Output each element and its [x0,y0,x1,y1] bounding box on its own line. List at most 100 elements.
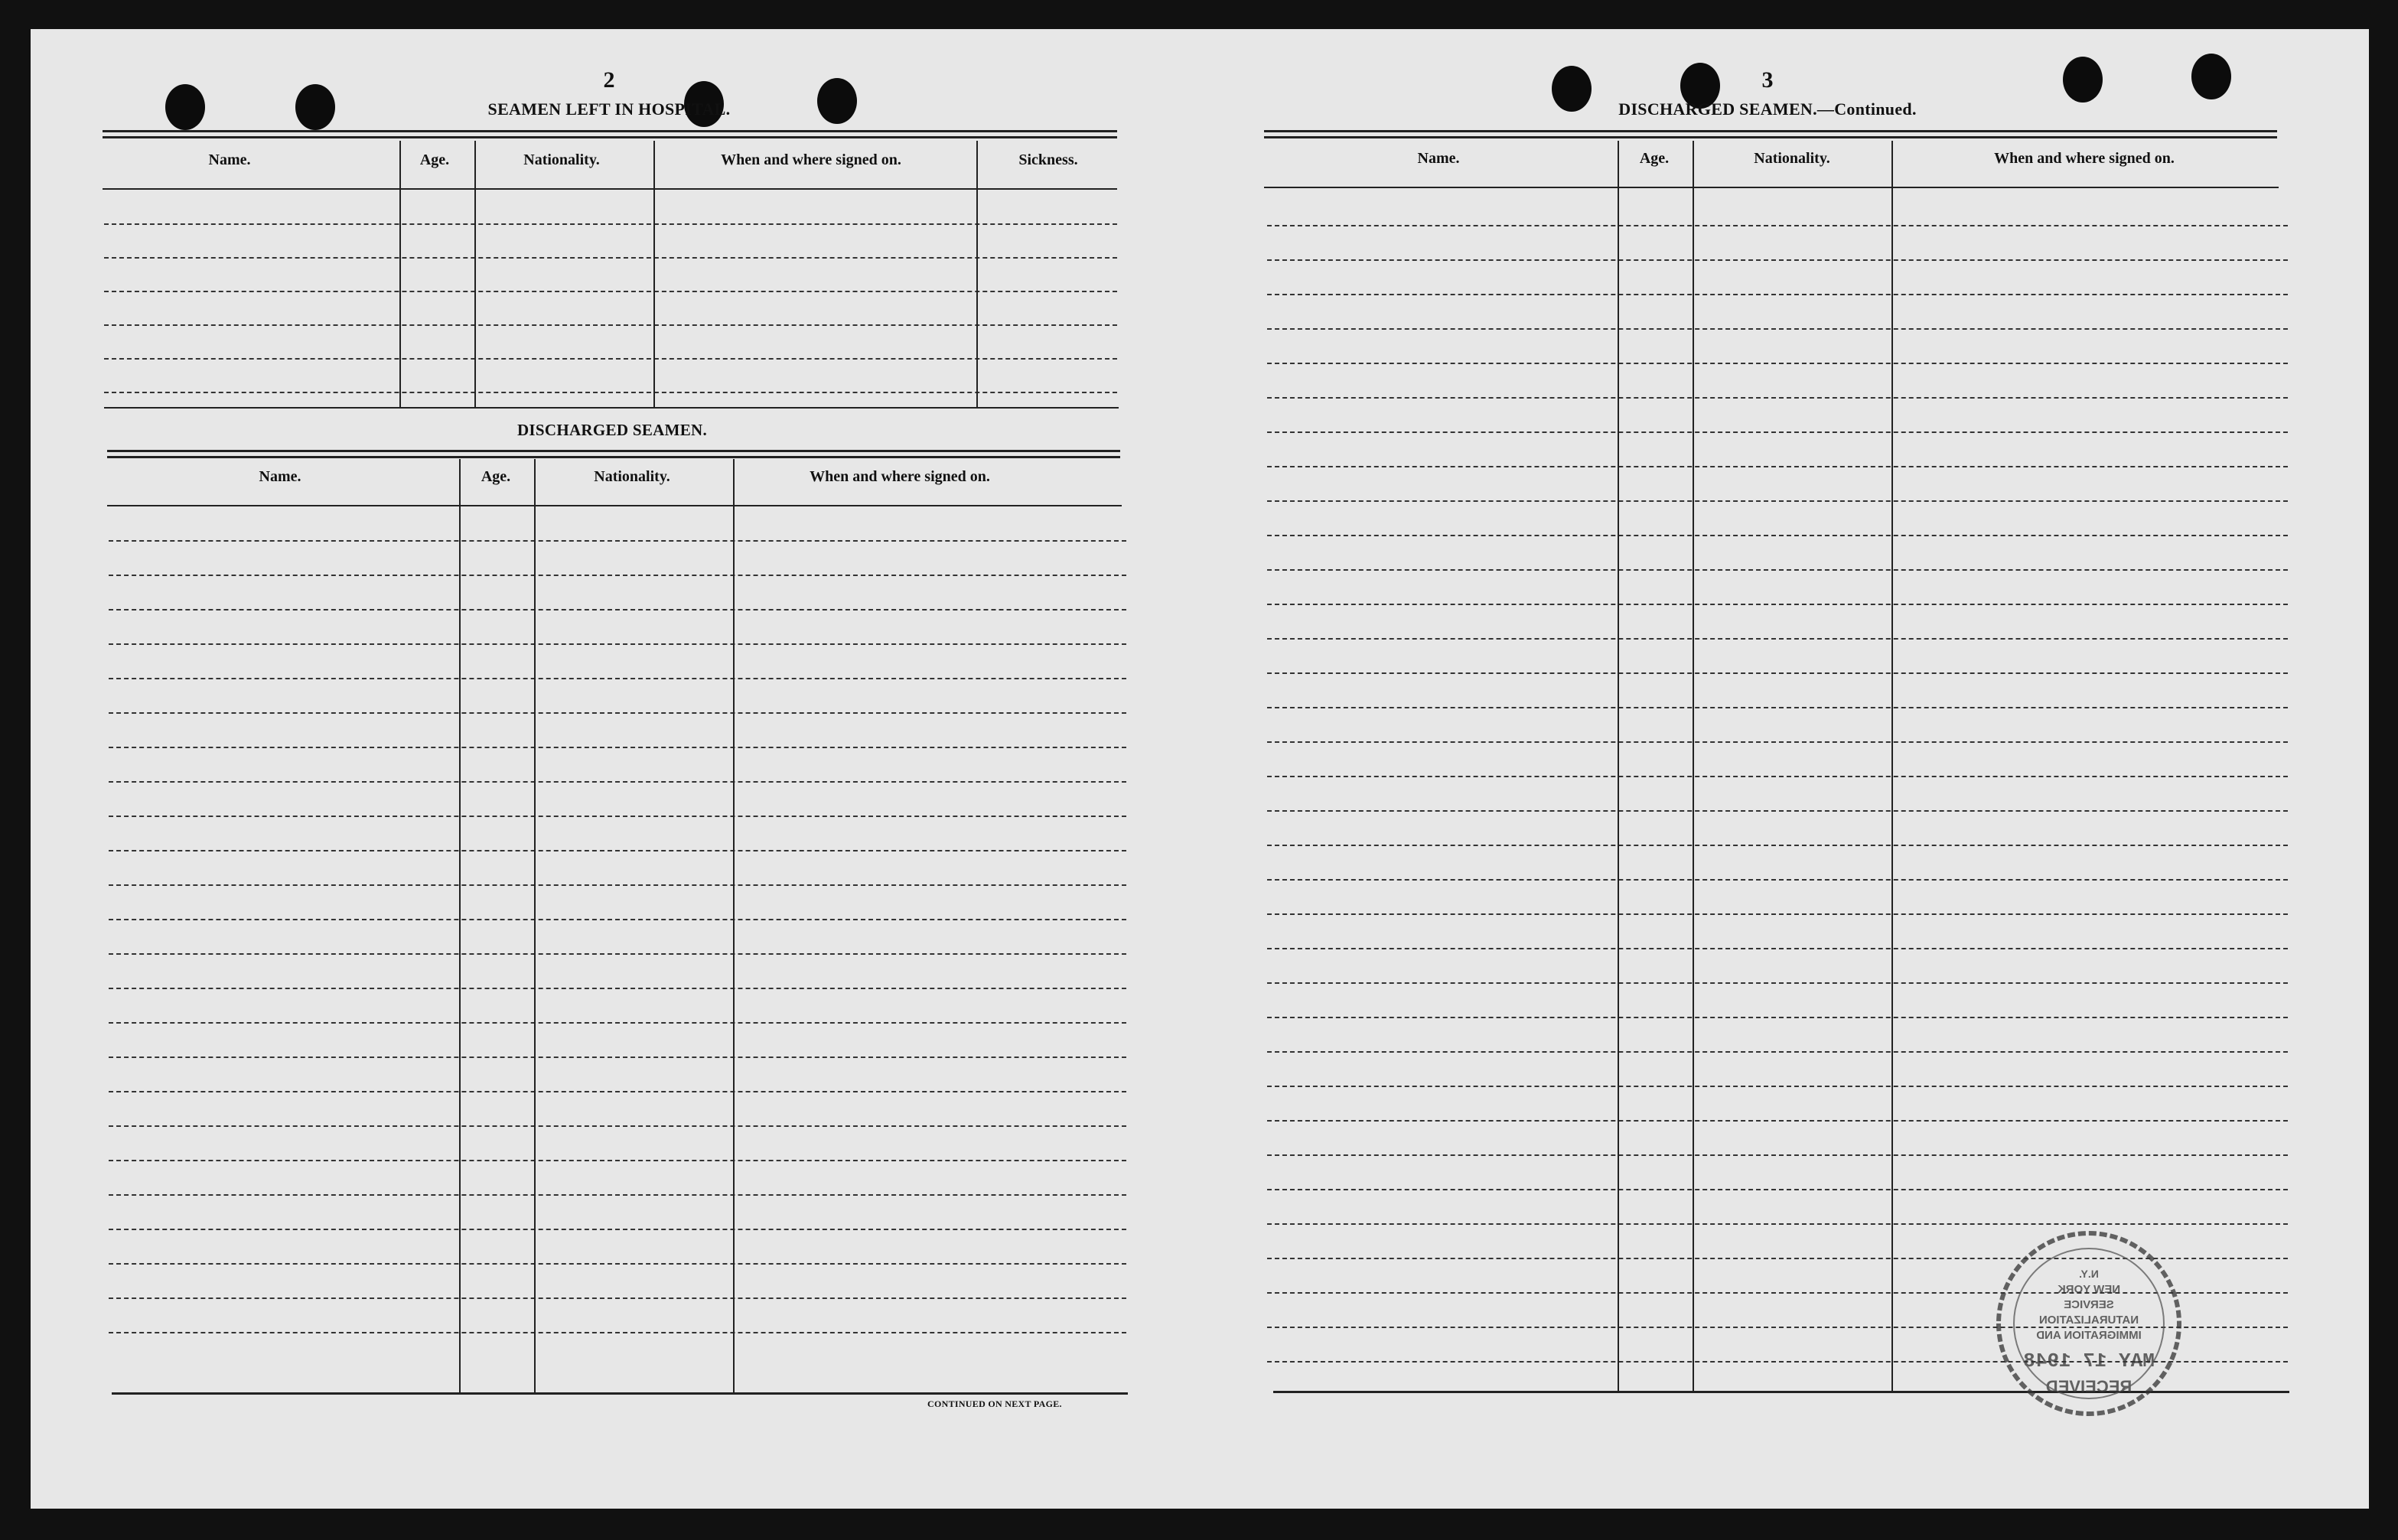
page-number: 2 [603,67,615,93]
table-row [109,816,1126,817]
table-row [109,1125,1126,1127]
table-row [1267,913,2288,915]
table-row [109,1022,1126,1024]
table-row [109,781,1126,783]
header-rule [107,505,1122,506]
section-title-discharged: DISCHARGED SEAMEN. [516,421,708,439]
table-row [1267,1017,2288,1018]
table-row [1267,1086,2288,1087]
table-row [109,1263,1126,1265]
table-bottom-rule [104,407,1119,409]
column-divider [976,141,978,409]
table-row [104,257,1117,259]
column-divider [653,141,655,409]
column-divider [459,459,461,1392]
table-row [104,392,1117,393]
column-divider [534,459,536,1392]
table-row [1267,1258,2288,1259]
section-title-hospital: SEAMEN LEFT IN HOSPITAL. [487,99,731,119]
table-row [1267,948,2288,949]
table-row [109,1229,1126,1230]
column-header-nationality: Nationality. [523,151,600,168]
table-row [1267,500,2288,502]
column-header-nationality: Nationality. [594,468,670,485]
table-row [109,609,1126,610]
table-row [104,358,1117,360]
continued-note: CONTINUED ON NEXT PAGE. [927,1398,1062,1409]
table-row [1267,569,2288,571]
table-row [1267,397,2288,399]
stamp-line: SERVICE [2064,1298,2114,1311]
table-row [1267,1361,2288,1363]
table-row [109,1297,1126,1299]
column-divider [1618,141,1619,1392]
double-rule [103,130,1117,132]
table-row [1267,225,2288,226]
table-row [109,1057,1126,1058]
column-divider [474,141,476,409]
table-row [109,919,1126,920]
table-row [1267,1223,2288,1225]
stamp-line: NEW YORK [2058,1283,2120,1296]
table-row [1267,845,2288,846]
table-row [109,678,1126,679]
column-header-age: Age. [481,468,511,485]
double-rule [107,456,1120,458]
table-row [1267,328,2288,330]
table-row [109,953,1126,955]
header-rule [103,188,1117,190]
stamp-line: N.Y. [2079,1268,2099,1280]
double-rule [1264,130,2277,132]
table-row [1267,1292,2288,1294]
table-bottom-rule [112,1392,1128,1395]
table-row [1267,707,2288,708]
table-row [1267,776,2288,777]
table-row [1267,294,2288,295]
table-row [109,1332,1126,1333]
page-number: 3 [1761,67,1774,93]
table-row [1267,604,2288,605]
punch-hole [2191,54,2231,99]
column-header-name: Name. [1417,150,1460,167]
table-row [1267,363,2288,364]
table-row [1267,1154,2288,1156]
punch-hole [165,84,205,130]
table-row [109,1194,1126,1196]
table-row [1267,431,2288,433]
table-row [1267,810,2288,812]
column-divider [399,141,401,409]
table-row [109,988,1126,989]
table-row [109,712,1126,714]
table-row [109,884,1126,886]
column-header-name: Name. [208,151,251,168]
column-header-nationality: Nationality. [1754,150,1830,167]
stamp-line: MAY 17 1948 [2023,1350,2155,1372]
double-rule [103,136,1117,138]
table-row [1267,1327,2288,1328]
stamp-line: IMMIGRATION AND [2036,1329,2142,1342]
table-row [1267,982,2288,984]
column-divider [733,459,735,1392]
received-stamp: N.Y. NEW YORK SERVICE NATURALIZATION IMM… [1996,1231,2181,1416]
column-header-signed-on: When and where signed on. [1994,150,2175,167]
table-row [109,850,1126,851]
section-title-discharged-continued: DISCHARGED SEAMEN.—Continued. [1618,99,1917,119]
table-row [1267,638,2288,640]
table-row [104,223,1117,225]
stamp-line: NATURALIZATION [2039,1314,2139,1327]
punch-hole [295,84,335,130]
table-row [1267,259,2288,261]
table-row [1267,672,2288,674]
table-row [1267,1189,2288,1190]
table-row [1267,879,2288,881]
column-divider [1891,141,1893,1392]
double-rule [1264,136,2277,138]
table-row [109,643,1126,645]
table-row [1267,466,2288,467]
table-row [109,575,1126,576]
table-row [1267,1120,2288,1122]
table-row [109,540,1126,542]
punch-hole [1680,63,1720,109]
column-header-name: Name. [259,468,301,485]
punch-hole [684,81,724,127]
